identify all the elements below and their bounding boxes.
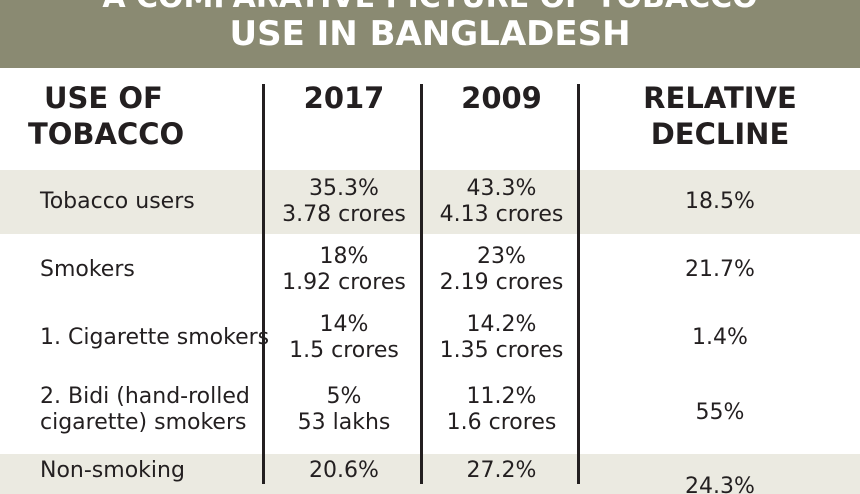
cell-2009: 14.2% 1.35 crores bbox=[439, 312, 564, 363]
row-label: 2. Bidi (hand-rolled cigarette) smokers bbox=[40, 384, 250, 435]
cell-2009: 27.2% bbox=[466, 458, 537, 483]
cell-relative-decline: 55% bbox=[695, 400, 745, 425]
cell-2009: 23% 2.19 crores bbox=[439, 244, 564, 295]
header-2009: 2009 bbox=[461, 81, 542, 115]
column-divider bbox=[262, 84, 265, 484]
row-label: Smokers bbox=[40, 257, 135, 282]
header-relative-decline-line1: RELATIVE bbox=[643, 81, 797, 115]
header-use-of-tobacco: USE OF TOBACCO bbox=[28, 80, 248, 152]
title-line-1: A COMPARATIVE PICTURE OF TOBACCO bbox=[0, 0, 860, 15]
header-relative-decline-line2: DECLINE bbox=[650, 117, 790, 151]
title-banner: A COMPARATIVE PICTURE OF TOBACCO USE IN … bbox=[0, 0, 860, 68]
cell-2017: 5% 53 lakhs bbox=[297, 384, 391, 435]
cell-relative-decline: 18.5% bbox=[685, 189, 755, 214]
cell-2009: 43.3% 4.13 crores bbox=[439, 176, 564, 227]
cell-relative-decline: 21.7% bbox=[685, 257, 755, 282]
row-label: Tobacco users bbox=[40, 189, 195, 214]
table-row: Tobacco users 35.3% 3.78 crores 43.3% 4.13… bbox=[0, 170, 860, 234]
cell-relative-decline: 24.3% bbox=[685, 474, 755, 494]
cell-2009: 11.2% 1.6 crores bbox=[446, 384, 557, 435]
table-row: Non-smoking 20.6% 27.2% 24.3% bbox=[0, 454, 860, 494]
cell-relative-decline: 1.4% bbox=[692, 325, 748, 350]
row-label: 1. Cigarette smokers bbox=[40, 325, 270, 350]
header-2017: 2017 bbox=[303, 81, 385, 115]
header-relative-decline: RELATIVE DECLINE bbox=[580, 80, 860, 152]
cell-2017: 18% 1.92 crores bbox=[282, 244, 406, 295]
column-divider bbox=[577, 84, 580, 484]
table-row: Smokers 18% 1.92 crores 23% 2.19 crores 21… bbox=[0, 236, 860, 302]
column-divider bbox=[420, 84, 423, 484]
table-row: 2. Bidi (hand-rolled cigarette) smokers 5… bbox=[0, 376, 860, 448]
title-line-2: USE IN BANGLADESH bbox=[229, 14, 631, 54]
cell-2017: 20.6% bbox=[309, 458, 379, 483]
cell-2017: 14% 1.5 crores bbox=[289, 312, 399, 363]
row-label: Non-smoking bbox=[40, 458, 185, 483]
header-use-of-tobacco-line2: TOBACCO bbox=[28, 117, 185, 151]
cell-2017: 35.3% 3.78 crores bbox=[282, 176, 406, 227]
header-use-of-tobacco-line1: USE OF bbox=[44, 81, 163, 115]
table-row: 1. Cigarette smokers 14% 1.5 crores 14.2%… bbox=[0, 304, 860, 370]
